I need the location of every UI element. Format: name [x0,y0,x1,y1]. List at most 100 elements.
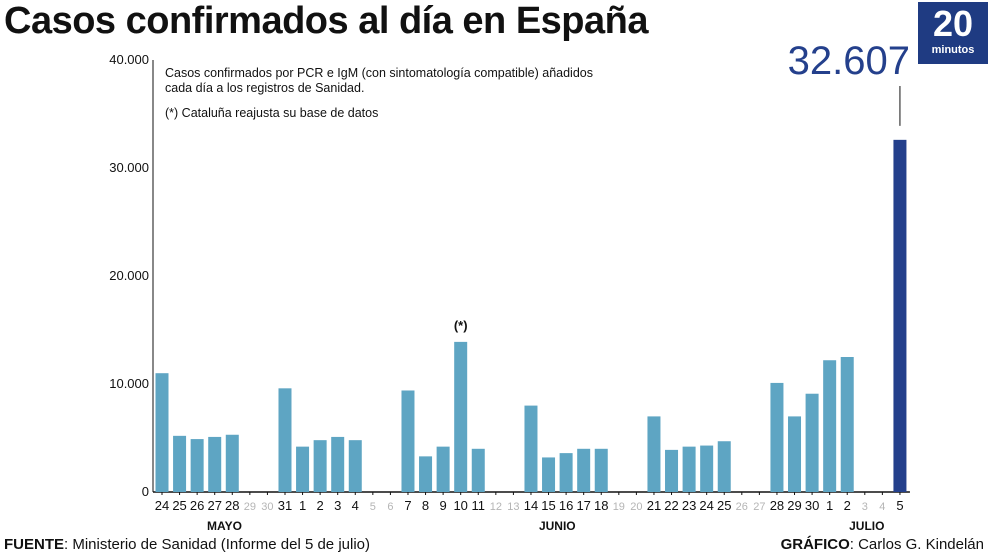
x-tick-label: 31 [278,498,292,513]
logo-number: 20 [932,3,974,44]
bar [559,453,573,492]
x-tick-label: 14 [524,498,538,513]
credit-text: : Carlos G. Kindelán [849,536,984,553]
bar [594,448,608,492]
bar [665,449,679,492]
graphic-credit: GRÁFICO: Carlos G. Kindelán [781,536,984,553]
x-tick-label: 15 [541,498,555,513]
x-tick-label: 24 [699,498,713,513]
x-tick-label: 3 [862,501,868,513]
bars [155,139,907,492]
chart-note-asterisk: (*) Cataluña reajusta su base de datos [165,106,378,120]
x-tick-label: 27 [207,498,221,513]
month-label: JUNIO [539,519,576,533]
bar [471,448,485,492]
x-tick-label: 9 [440,498,447,513]
x-tick-label: 28 [770,498,784,513]
x-tick-label: 29 [244,501,256,513]
x-tick-label: 24 [155,498,169,513]
brand-logo: 20 minutos [918,2,988,64]
y-tick-label: 40.000 [109,52,149,67]
bar [436,446,450,492]
bar [542,457,556,492]
source-credit: FUENTE: Ministerio de Sanidad (Informe d… [4,536,370,553]
x-tick-label: 17 [576,498,590,513]
bar [348,440,362,492]
x-tick-label: 30 [261,501,273,513]
highlight-value-label: 32.607 [788,39,910,83]
bar [401,390,415,492]
x-tick-label: 6 [387,501,393,513]
x-tick-label: 27 [753,501,765,513]
x-tick-label: 8 [422,498,429,513]
bar [840,357,854,492]
bar [208,436,222,492]
bar [805,393,819,492]
bar [524,405,538,492]
x-tick-label: 4 [879,501,885,513]
x-tick-label: 25 [717,498,731,513]
x-tick-label: 4 [352,498,359,513]
x-tick-label: 30 [805,498,819,513]
x-tick-label: 20 [630,501,642,513]
bar [788,416,802,492]
bar [647,416,661,492]
bar [190,439,204,492]
bar [419,456,433,492]
x-tick-label: 2 [317,498,324,513]
credit-label: GRÁFICO [780,536,850,553]
x-tick-label: 7 [404,498,411,513]
x-tick-label: 16 [559,498,573,513]
bar [700,445,714,492]
x-tick-label: 1 [299,498,306,513]
bar [823,360,837,492]
y-axis-labels: 0 10.000 20.000 30.000 40.000 [109,52,149,499]
bar [893,139,907,492]
chart-note-line-2: cada día a los registros de Sanidad. [165,81,364,95]
month-label: MAYO [207,519,242,533]
x-tick-label: 13 [507,501,519,513]
bar [225,434,239,492]
logo-text: minutos [931,44,975,56]
x-tick-label: 26 [736,501,748,513]
bar [278,388,292,492]
x-tick-label: 23 [682,498,696,513]
x-tick-label: 2 [844,498,851,513]
x-tick-label: 10 [453,498,467,513]
bar [331,436,345,492]
x-tick-label: 25 [172,498,186,513]
bar [454,341,468,492]
bar [313,440,327,492]
x-tick-label: 26 [190,498,204,513]
source-label: FUENTE [4,536,64,553]
x-tick-label: 3 [334,498,341,513]
x-tick-label: 5 [370,501,376,513]
month-labels: MAYO JUNIO JULIO [207,519,884,533]
bar [155,373,169,492]
x-tick-label: 21 [647,498,661,513]
source-text: : Ministerio de Sanidad (Informe del 5 d… [64,536,370,553]
chart-note-line-1: Casos confirmados por PCR e IgM (con sin… [165,66,593,80]
x-tick-label: 5 [896,498,903,513]
x-tick-label: 1 [826,498,833,513]
x-tick-label: 22 [664,498,678,513]
bar [173,435,187,492]
bar [296,446,310,492]
x-tick-label: 19 [613,501,625,513]
x-tick-label: 18 [594,498,608,513]
x-tick-label: 28 [225,498,239,513]
chart-title: Casos confirmados al día en España [4,0,649,42]
x-tick-label: 11 [472,498,486,513]
bar [682,446,696,492]
bar [577,448,591,492]
bar [770,382,784,492]
y-tick-label: 30.000 [109,160,149,175]
x-axis-labels: 24 25 26 27 28 29 30 31 1 2 3 4 5 6 7 8 9 10 11 12 13 14 15 16 1… [155,492,904,513]
bar [717,441,731,492]
month-label: JULIO [849,519,884,533]
x-tick-label: 12 [490,501,502,513]
y-tick-label: 10.000 [109,376,149,391]
x-tick-label: 29 [787,498,801,513]
y-tick-label: 20.000 [109,268,149,283]
